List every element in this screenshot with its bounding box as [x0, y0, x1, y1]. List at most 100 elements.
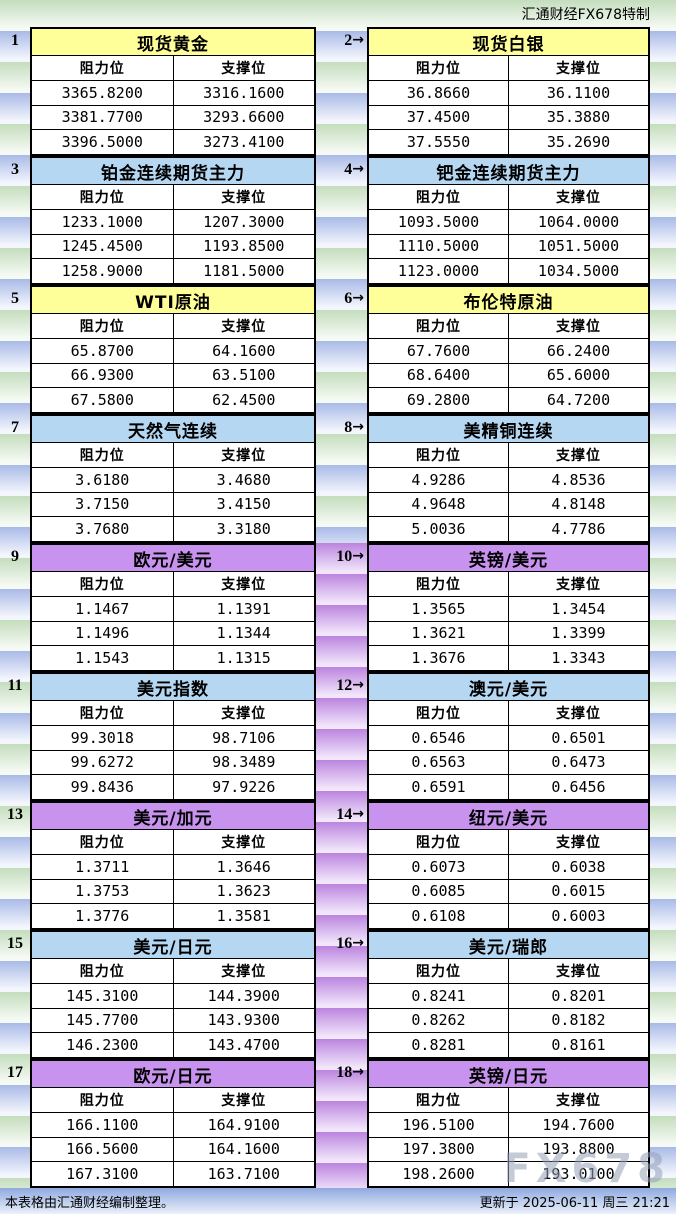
- row-number-cell: 5: [0, 285, 30, 414]
- support-value: 3316.1600: [172, 80, 315, 105]
- resistance-value: 1233.1000: [61, 212, 143, 231]
- row-number-cell: 1: [0, 27, 30, 156]
- panel-title: 天然气连续: [32, 416, 314, 443]
- update-time: 更新于 2025-06-11 周三 21:21: [479, 1195, 670, 1211]
- level-row: 0.6563 0.6473: [369, 749, 648, 775]
- support-value: 144.3900: [172, 983, 315, 1008]
- resistance-header: 阻力位: [416, 318, 461, 335]
- quote-panel: 美元/瑞郎 阻力位 支撑位 0.8241 0.8201 0.8262 0.818…: [367, 930, 650, 1059]
- panel-pair-row: 15 美元/日元 阻力位 支撑位 145.3100 144.3900 145.7…: [0, 930, 676, 1059]
- right-arrow-icon: →: [352, 806, 364, 822]
- right-margin: [650, 285, 676, 414]
- resistance-value: 1245.4500: [61, 237, 143, 256]
- row-number-cell: 7: [0, 414, 30, 543]
- level-row: 0.6073 0.6038: [369, 853, 648, 879]
- gutter-number-cell: 2 →: [316, 27, 367, 156]
- column-header-row: 阻力位 支撑位: [369, 185, 648, 209]
- level-row: 3365.8200 3316.1600: [32, 79, 315, 105]
- quote-panel: 天然气连续 阻力位 支撑位 3.6180 3.4680 3.7150 3.415…: [30, 414, 316, 543]
- support-header: 支撑位: [172, 701, 315, 725]
- right-arrow-icon: →: [352, 290, 364, 306]
- level-row: 0.8281 0.8161: [369, 1032, 648, 1057]
- panel-pair-row: 13 美元/加元 阻力位 支撑位 1.3711 1.3646 1.3753 1.…: [0, 801, 676, 930]
- resistance-value: 37.4500: [406, 108, 471, 127]
- level-row: 37.4500 35.3880: [369, 104, 648, 130]
- quote-panel: 纽元/美元 阻力位 支撑位 0.6073 0.6038 0.6085 0.601…: [367, 801, 650, 930]
- level-row: 1.3676 1.3343: [369, 645, 648, 670]
- support-value: 3.4680: [172, 467, 315, 492]
- level-row: 99.6272 98.3489: [32, 749, 315, 775]
- resistance-header: 阻力位: [416, 705, 461, 722]
- support-value: 1.3646: [172, 854, 315, 879]
- support-header: 支撑位: [172, 830, 315, 854]
- row-number-cell: 17: [0, 1059, 30, 1188]
- panel-title: 美元指数: [32, 674, 314, 701]
- panel-pair-row: 9 欧元/美元 阻力位 支撑位 1.1467 1.1391 1.1496 1.1…: [0, 543, 676, 672]
- support-header: 支撑位: [508, 701, 648, 725]
- support-value: 1034.5000: [508, 259, 648, 283]
- support-header: 支撑位: [508, 56, 648, 80]
- resistance-value: 65.8700: [70, 341, 134, 360]
- right-arrow-icon: →: [352, 677, 364, 693]
- brand-label: 汇通财经FX678特制: [521, 6, 650, 23]
- resistance-value: 99.8436: [70, 778, 134, 797]
- resistance-header: 阻力位: [79, 576, 125, 593]
- resistance-value: 1.3676: [411, 649, 466, 668]
- support-value: 1181.5000: [172, 259, 315, 283]
- resistance-value: 99.3018: [70, 728, 134, 747]
- column-header-row: 阻力位 支撑位: [32, 830, 314, 854]
- support-value: 1193.8500: [172, 234, 315, 259]
- level-row: 67.7600 66.2400: [369, 337, 648, 363]
- level-row: 3381.7700 3293.6600: [32, 104, 314, 130]
- support-value: 164.1600: [172, 1137, 315, 1162]
- resistance-value: 0.6108: [411, 907, 466, 926]
- support-value: 4.8536: [508, 467, 648, 492]
- support-value: 98.7106: [172, 725, 315, 750]
- resistance-value: 69.2800: [406, 391, 471, 410]
- resistance-header: 阻力位: [79, 447, 125, 464]
- column-header-row: 阻力位 支撑位: [32, 56, 314, 80]
- footer-bar: 本表格由汇通财经编制整理。 更新于 2025-06-11 周三 21:21: [0, 1188, 676, 1214]
- resistance-value: 4.9648: [411, 495, 466, 514]
- support-value: 1.1391: [172, 596, 315, 621]
- resistance-value: 3.7680: [75, 520, 130, 539]
- resistance-value: 1.3621: [411, 624, 466, 643]
- level-row: 197.3800 193.8800: [369, 1136, 648, 1162]
- row-number-cell: 3: [0, 156, 30, 285]
- support-value: 0.8161: [508, 1033, 648, 1057]
- resistance-value: 99.6272: [70, 753, 134, 772]
- support-header: 支撑位: [172, 185, 315, 209]
- resistance-header: 阻力位: [416, 1092, 461, 1109]
- support-value: 194.7600: [508, 1112, 648, 1137]
- resistance-value: 3365.8200: [61, 83, 143, 102]
- support-value: 0.6015: [508, 879, 648, 904]
- resistance-value: 1258.9000: [61, 262, 143, 281]
- panel-title: 现货黄金: [32, 29, 314, 56]
- resistance-header: 阻力位: [79, 705, 125, 722]
- resistance-value: 4.9286: [411, 470, 466, 489]
- quote-panel: 英镑/美元 阻力位 支撑位 1.3565 1.3454 1.3621 1.339…: [367, 543, 650, 672]
- right-arrow-icon: →: [352, 161, 364, 177]
- column-header-row: 阻力位 支撑位: [32, 443, 314, 467]
- support-value: 98.3489: [172, 750, 315, 775]
- quote-panel: 英镑/日元 阻力位 支撑位 196.5100 194.7600 197.3800…: [367, 1059, 650, 1188]
- panel-pair-row: 7 天然气连续 阻力位 支撑位 3.6180 3.4680 3.7150 3.4…: [0, 414, 676, 543]
- right-arrow-icon: →: [352, 1064, 364, 1080]
- resistance-header: 阻力位: [79, 1092, 125, 1109]
- support-value: 1064.0000: [508, 209, 648, 234]
- panel-title: 澳元/美元: [369, 674, 648, 701]
- right-margin: [650, 27, 676, 156]
- resistance-value: 1110.5000: [397, 237, 480, 256]
- level-row: 0.6108 0.6003: [369, 903, 648, 928]
- level-row: 67.5800 62.4500: [32, 387, 314, 412]
- row-number-cell: 15: [0, 930, 30, 1059]
- level-row: 36.8660 36.1100: [369, 79, 648, 105]
- panels-grid: 1 现货黄金 阻力位 支撑位 3365.8200 3316.1600 3381.…: [0, 27, 676, 1188]
- source-note: 本表格由汇通财经编制整理。: [5, 1195, 175, 1211]
- resistance-header: 阻力位: [79, 189, 125, 206]
- resistance-value: 36.8660: [406, 83, 471, 102]
- support-value: 1.3454: [508, 596, 648, 621]
- level-row: 166.5600 164.1600: [32, 1136, 315, 1162]
- sheet-header: 汇通财经FX678特制: [0, 0, 676, 27]
